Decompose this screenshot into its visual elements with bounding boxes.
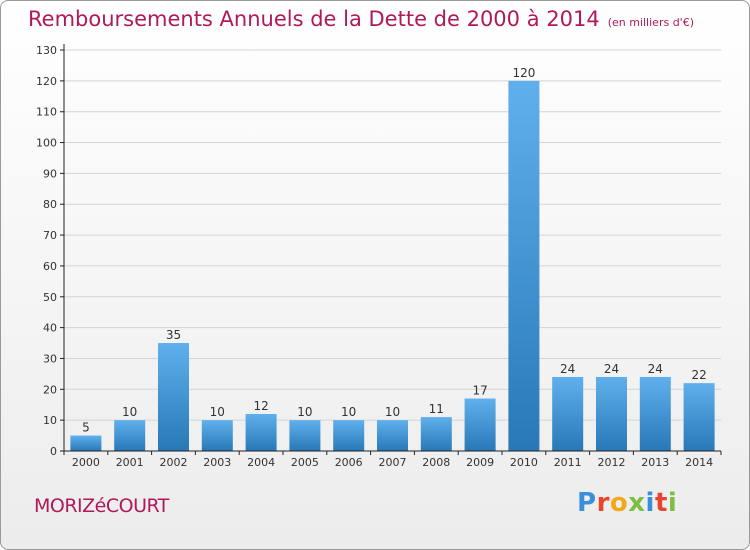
x-tick-label: 2007 [379,456,407,469]
x-tick-label: 2014 [685,456,713,469]
y-tick-label: 130 [36,44,57,57]
proxiti-logo: Proxiti [577,488,677,518]
x-tick-label: 2003 [203,456,231,469]
logo-letter: r [596,488,610,518]
x-tick-labels: 2000 2001 2002 2003 2004 2005 2006 2007 2008 2009… [72,456,713,469]
y-tick-label: 70 [43,229,57,242]
bar-value-label: 10 [341,405,356,419]
y-tick-label: 100 [36,137,57,150]
bars [70,80,715,451]
y-tick-label: 80 [43,198,57,211]
bar-value-labels: 5 10 35 10 12 10 10 10 11 17 120 24 24 24 22 [82,66,707,435]
bar-2011 [552,376,584,451]
x-tick-label: 2010 [510,456,538,469]
y-tick-label: 30 [43,352,57,365]
y-tick-label: 40 [43,322,57,335]
y-tick-label: 10 [43,414,57,427]
bar-value-label: 12 [253,399,268,413]
bar-2013 [639,376,671,451]
logo-letter: i [667,488,678,518]
bar-2007 [377,420,408,451]
logo-letter: i [645,488,655,518]
logo-letter: x [628,488,646,518]
y-tick-labels: 0 10 20 30 40 50 60 70 80 90 100 110 120 130 [36,44,57,458]
bar-value-label: 120 [512,66,535,80]
y-tick-label: 90 [43,167,57,180]
commune-name: MORIZéCOURT [34,495,169,517]
x-tick-label: 2013 [641,456,669,469]
bar-value-label: 5 [82,421,90,435]
bar-2010 [508,80,540,451]
bar-value-label: 24 [560,362,575,376]
chart-unit-text: (en milliers d'€) [607,16,694,29]
x-tick-label: 2011 [554,456,582,469]
chart-title: Remboursements Annuels de la Dette de 20… [28,7,694,31]
x-tick-label: 2000 [72,456,100,469]
y-tick-label: 120 [36,75,57,88]
x-tick-label: 2006 [335,456,363,469]
bar-value-label: 24 [604,362,619,376]
y-tick-label: 50 [43,291,57,304]
bar-2006 [333,420,365,451]
bar-value-label: 10 [385,405,400,419]
bar-value-label: 10 [297,405,312,419]
bar-value-label: 11 [429,402,444,416]
x-tick-label: 2002 [160,456,188,469]
bar-2004 [245,413,277,451]
y-tick-label: 110 [36,106,57,119]
y-tick-label: 60 [43,260,57,273]
bar-2014 [683,383,715,451]
bar-2002 [158,343,189,451]
axes [60,44,722,455]
logo-letter: o [609,488,629,518]
bar-value-label: 35 [166,328,181,342]
bar-value-label: 24 [648,362,663,376]
bar-value-label: 10 [210,405,225,419]
chart-title-text: Remboursements Annuels de la Dette de 20… [28,7,600,31]
logo-letter: P [577,488,597,518]
x-tick-label: 2001 [116,456,144,469]
y-tick-label: 0 [50,445,57,458]
x-tick-label: 2009 [466,456,494,469]
x-tick-label: 2005 [291,456,319,469]
bar-value-label: 10 [122,405,137,419]
logo-letter: t [654,488,668,518]
x-tick-label: 2008 [422,456,450,469]
bar-2012 [596,376,627,451]
bar-2001 [114,420,146,451]
y-tick-label: 20 [43,383,57,396]
bar-2008 [420,417,452,451]
bar-value-label: 17 [472,384,487,398]
x-tick-label: 2012 [598,456,626,469]
x-tick-label: 2004 [247,456,275,469]
bar-2000 [70,435,102,451]
bar-value-label: 22 [691,368,706,382]
bar-2009 [464,398,496,451]
bar-2003 [201,420,233,451]
bar-2005 [289,420,321,451]
